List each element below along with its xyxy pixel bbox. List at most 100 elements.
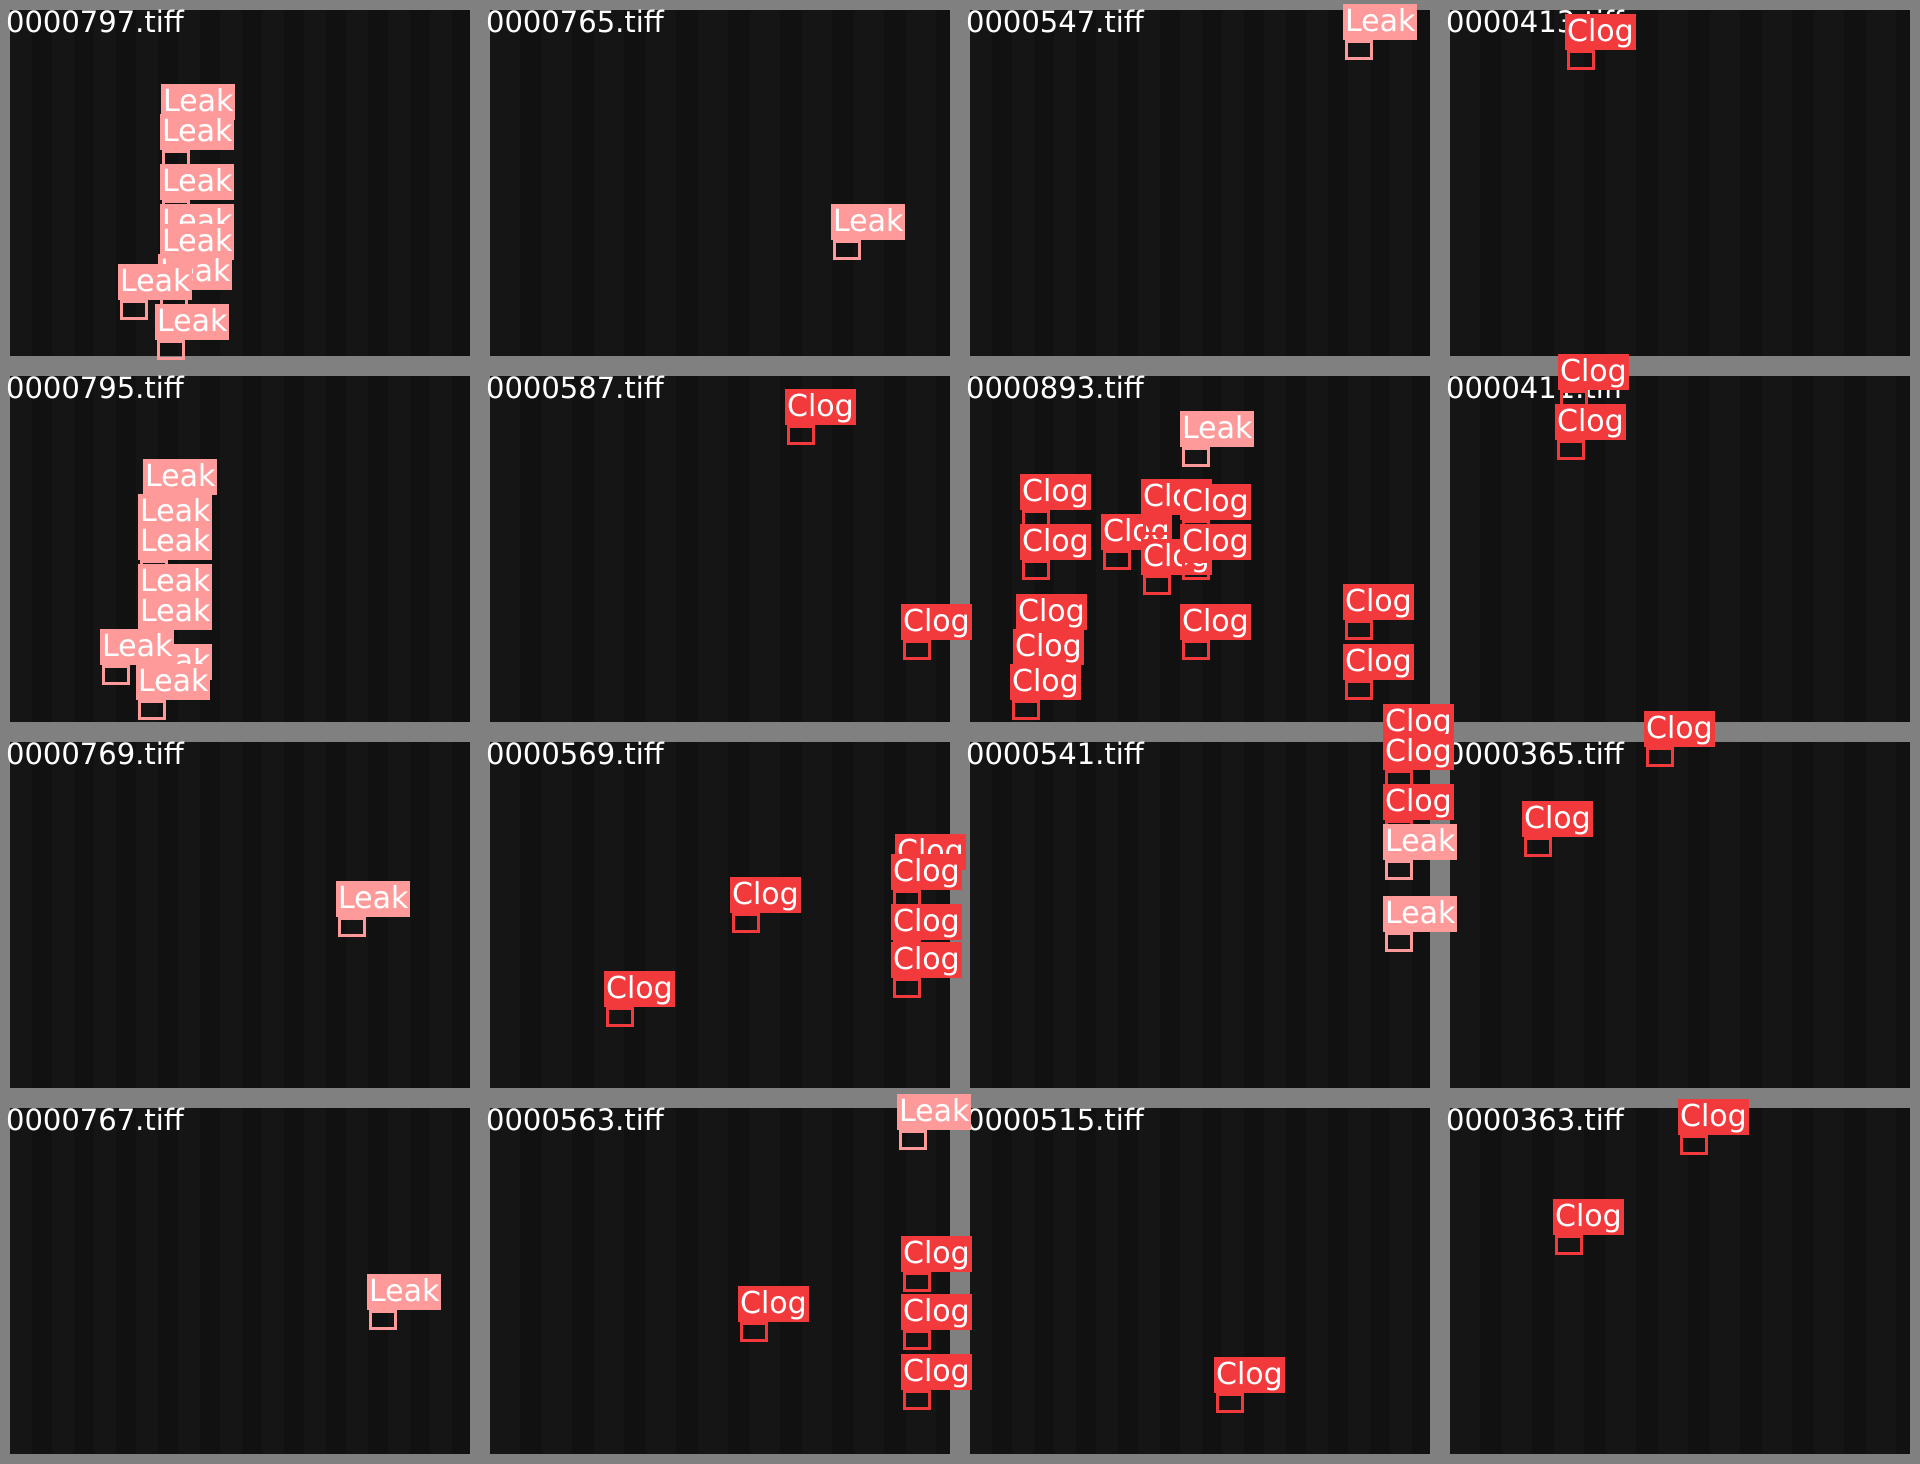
detection-label: Clog [1555, 404, 1626, 440]
image-tile: 0000515.tiff [960, 1098, 1440, 1464]
image-tile: 0000795.tiff [0, 366, 480, 732]
tile-filename: 0000365.tiff [1446, 737, 1624, 771]
detection-label: Clog [1343, 584, 1414, 620]
detection-box [1143, 515, 1171, 535]
detection-box [1022, 560, 1050, 580]
detection-label: Clog [1644, 711, 1715, 747]
image-tile: 0000365.tiff [1440, 732, 1920, 1098]
detection-label: Clog [1214, 1357, 1285, 1393]
detection-label: Leak [1383, 824, 1458, 860]
detection-label: Clog [1180, 604, 1251, 640]
tile-background [1450, 10, 1910, 356]
detection-label: Leak [100, 629, 175, 665]
detection-label: Leak [1343, 4, 1418, 40]
detection-label: Clog [1383, 734, 1454, 770]
tile-filename: 0000587.tiff [486, 371, 664, 405]
detection-label: Clog [901, 1236, 972, 1272]
tile-background [1450, 376, 1910, 722]
detection-label: Clog [1522, 801, 1593, 837]
tile-background [1450, 1108, 1910, 1454]
detection-label: Leak [143, 459, 218, 495]
detection-label: Leak [1180, 411, 1255, 447]
detection-label: Clog [1565, 14, 1636, 50]
detection-label: Clog [730, 877, 801, 913]
image-tile: 0000587.tiff [480, 366, 960, 732]
image-tile: 0000547.tiff [960, 0, 1440, 366]
tile-background [1450, 742, 1910, 1088]
detection-box [138, 700, 166, 720]
image-tile: 0000413.tiff [1440, 0, 1920, 366]
detection-box [903, 1272, 931, 1292]
detection-box [1555, 1235, 1583, 1255]
detection-label: Clog [1020, 474, 1091, 510]
detection-box [903, 1330, 931, 1350]
detection-box [833, 240, 861, 260]
detection-label: Clog [901, 604, 972, 640]
detection-label: Leak [160, 114, 235, 150]
tile-filename: 0000893.tiff [966, 371, 1144, 405]
tile-filename: 0000541.tiff [966, 737, 1144, 771]
detection-box [1345, 680, 1373, 700]
tile-filename: 0000363.tiff [1446, 1103, 1624, 1137]
detection-label: Leak [138, 524, 213, 560]
detection-label: Leak [160, 164, 235, 200]
detection-box [1182, 560, 1210, 580]
tile-filename: 0000765.tiff [486, 5, 664, 39]
detection-box [1012, 700, 1040, 720]
detection-box [1182, 447, 1210, 467]
detection-label: Clog [901, 1354, 972, 1390]
tile-background [970, 742, 1430, 1088]
image-tile: 0000363.tiff [1440, 1098, 1920, 1464]
detection-label: Clog [891, 904, 962, 940]
tile-filename: 0000797.tiff [6, 5, 184, 39]
detection-box [1103, 550, 1131, 570]
tile-filename: 0000569.tiff [486, 737, 664, 771]
detection-box [1646, 747, 1674, 767]
tile-filename: 0000767.tiff [6, 1103, 184, 1137]
image-tile: 0000765.tiff [480, 0, 960, 366]
detection-box [369, 1310, 397, 1330]
detection-box [1567, 50, 1595, 70]
detection-box [1680, 1135, 1708, 1155]
tile-filename: 0000795.tiff [6, 371, 184, 405]
image-tile: 0000411.tiff [1440, 366, 1920, 732]
detection-box [787, 425, 815, 445]
detection-label: Clog [738, 1286, 809, 1322]
detection-label: Clog [1180, 484, 1251, 520]
detection-box [1345, 40, 1373, 60]
image-tile: 0000563.tiff [480, 1098, 960, 1464]
image-tile: 0000569.tiff [480, 732, 960, 1098]
detection-box [899, 1130, 927, 1150]
detection-box [1557, 440, 1585, 460]
tile-background [490, 742, 950, 1088]
tile-background [10, 376, 470, 722]
detection-label: Leak [897, 1094, 972, 1130]
detection-box [893, 978, 921, 998]
detection-label: Clog [1553, 1199, 1624, 1235]
tile-filename: 0000769.tiff [6, 737, 184, 771]
detection-label: Clog [891, 854, 962, 890]
detection-label: Leak [136, 664, 211, 700]
detection-label: Clog [1013, 629, 1084, 665]
detection-label: Leak [155, 304, 230, 340]
image-tile: 0000541.tiff [960, 732, 1440, 1098]
tile-background [490, 1108, 950, 1454]
detection-box [102, 665, 130, 685]
detection-box [606, 1007, 634, 1027]
detection-label: Clog [1016, 594, 1087, 630]
detection-label: Clog [1558, 354, 1629, 390]
detection-label: Clog [891, 942, 962, 978]
detection-label: Leak [1383, 896, 1458, 932]
tile-filename: 0000547.tiff [966, 5, 1144, 39]
detection-label: Clog [1678, 1099, 1749, 1135]
tile-background [10, 10, 470, 356]
detection-label: Clog [1010, 664, 1081, 700]
detection-label: Clog [1383, 784, 1454, 820]
detection-box [1524, 837, 1552, 857]
detection-label: Leak [118, 264, 193, 300]
detection-label: Clog [785, 389, 856, 425]
tile-filename: 0000563.tiff [486, 1103, 664, 1137]
detection-box [903, 640, 931, 660]
detection-box [157, 340, 185, 360]
detection-label: Clog [1343, 644, 1414, 680]
